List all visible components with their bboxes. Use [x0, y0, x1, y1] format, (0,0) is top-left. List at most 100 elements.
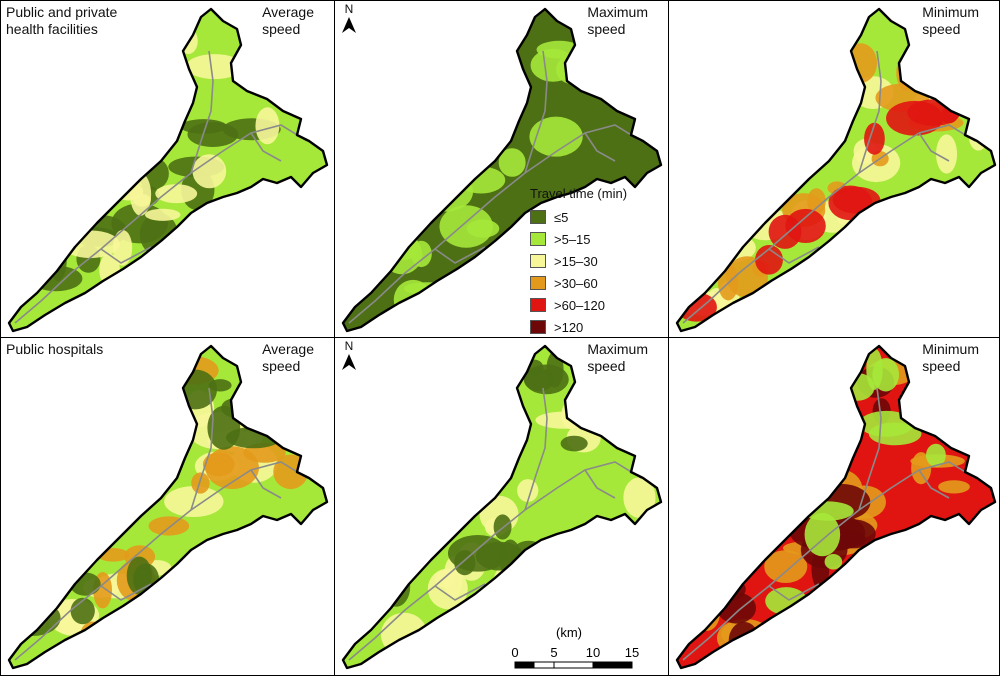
- zone-patch: [49, 237, 67, 281]
- scale-segment: [592, 661, 633, 669]
- district-boundary: [341, 344, 663, 670]
- map-panel-all-facilities-maximum: N Maximum speed: [334, 0, 669, 338]
- road-line: [858, 50, 882, 174]
- zone-patch: [126, 556, 152, 595]
- zone-patch: [9, 600, 61, 636]
- north-label: N: [344, 339, 354, 353]
- zone-patch: [859, 410, 914, 437]
- speed-label: Minimum speed: [922, 341, 979, 374]
- scale-tick-label: 0: [511, 645, 518, 660]
- speed-label: Average speed: [262, 4, 314, 37]
- travel-time-map: [7, 7, 329, 333]
- zone-patch: [417, 172, 474, 212]
- legend-label: >120: [554, 319, 584, 335]
- zone-patch: [498, 148, 526, 177]
- road-line: [250, 469, 282, 499]
- map-panel-public-hospitals-average: Public hospitals Average speed: [0, 337, 335, 676]
- road-line: [524, 387, 548, 511]
- zone-patch: [764, 550, 808, 584]
- legend-swatch: [530, 298, 546, 312]
- zone-patch: [560, 435, 588, 452]
- zone-patch: [70, 597, 95, 625]
- legend-label: >5–15: [554, 231, 591, 247]
- legend-item: ≤5: [530, 206, 627, 228]
- road-line: [768, 246, 820, 264]
- scale-unit: (km): [556, 625, 582, 640]
- travel-time-map: [341, 7, 663, 333]
- zone-patch: [273, 454, 308, 490]
- zone-patch: [864, 122, 885, 155]
- district-boundary: [675, 7, 997, 333]
- zone-patch: [185, 54, 244, 80]
- zone-patch: [191, 472, 210, 494]
- scale-tick-label: 5: [550, 645, 557, 660]
- zone-patch: [866, 348, 883, 390]
- road-line: [768, 583, 820, 601]
- zone-patch: [755, 244, 783, 275]
- scale-bar: (km) 0 5 10 15: [505, 624, 645, 670]
- legend-label: ≤5: [554, 209, 569, 225]
- zone-patch: [180, 119, 227, 134]
- zone-patch: [693, 596, 720, 631]
- row-label: Public hospitals: [6, 341, 104, 357]
- map-panel-all-facilities-minimum: Minimum speed: [668, 0, 1000, 338]
- legend-label: >30–60: [554, 275, 598, 291]
- zone-patch: [556, 55, 588, 84]
- legend-item: >60–120: [530, 294, 627, 316]
- speed-label: Average speed: [262, 341, 314, 374]
- zone-patch: [530, 48, 576, 82]
- road-line: [858, 387, 882, 511]
- legend-label: >60–120: [554, 297, 605, 313]
- legend-swatch: [530, 254, 546, 268]
- zone-patch: [112, 229, 133, 266]
- zone-patch: [389, 232, 419, 261]
- travel-time-map: [341, 344, 663, 670]
- north-arrow: N: [341, 340, 357, 376]
- road-line: [14, 461, 308, 661]
- road-line: [100, 246, 152, 264]
- road-line: [584, 469, 616, 499]
- zone-patch: [133, 193, 151, 207]
- road-line: [250, 132, 282, 162]
- zone-patch: [524, 364, 569, 395]
- zone-patch: [155, 184, 198, 204]
- zone-patch: [765, 587, 808, 615]
- legend-title: Travel time (min): [530, 186, 628, 201]
- zone-patch: [144, 208, 181, 221]
- travel-time-map: [675, 7, 997, 333]
- district-boundary: [675, 344, 997, 670]
- north-arrow: N: [341, 3, 357, 39]
- legend-item: >120: [530, 316, 627, 338]
- road-line: [918, 469, 950, 499]
- legend-item: >30–60: [530, 272, 627, 294]
- scale-tick-label: 15: [625, 645, 639, 660]
- map-panel-public-hospitals-minimum: Minimum speed: [668, 337, 1000, 676]
- road-line: [584, 132, 616, 162]
- legend-label: >15–30: [554, 253, 598, 269]
- road-line: [434, 246, 486, 264]
- travel-time-map: [675, 344, 997, 670]
- zone-patch: [785, 208, 826, 243]
- district-boundary: [7, 344, 329, 670]
- zone-patch: [466, 219, 500, 238]
- road-line: [190, 387, 214, 511]
- zone-patch: [623, 477, 656, 518]
- zone-patch: [529, 116, 583, 157]
- zone-patch: [255, 107, 280, 145]
- legend-swatch: [530, 232, 546, 246]
- zone-patch: [393, 279, 433, 320]
- zone-patch: [535, 411, 595, 429]
- zone-patch: [936, 134, 958, 174]
- road-line: [918, 132, 950, 162]
- road-line: [100, 583, 152, 601]
- road-line: [682, 124, 976, 324]
- zone-patch: [938, 480, 970, 494]
- legend-item: >15–30: [530, 250, 627, 272]
- road-line: [190, 50, 214, 174]
- speed-label: Maximum speed: [587, 341, 648, 374]
- zone-patch: [517, 479, 539, 502]
- zone-patch: [801, 501, 854, 521]
- scale-segment: [553, 661, 594, 669]
- zone-patch: [380, 612, 428, 657]
- zone-patch: [925, 443, 946, 467]
